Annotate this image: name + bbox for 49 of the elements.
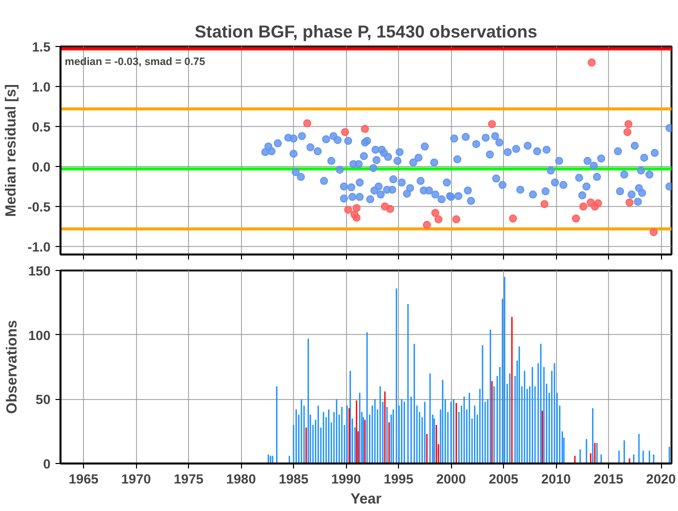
y-tick-label: 100 xyxy=(28,328,51,343)
annotation: median = -0.03, smad = 0.75 xyxy=(64,56,206,68)
point xyxy=(588,58,596,66)
point xyxy=(579,202,588,210)
point xyxy=(352,214,361,222)
point xyxy=(650,228,658,236)
y-tick-label: 1.5 xyxy=(32,40,52,54)
y-axis-title: Observations xyxy=(4,320,20,414)
x-tick-label: 2000 xyxy=(436,472,466,486)
point xyxy=(452,215,460,224)
y-tick-label: 0.5 xyxy=(32,120,52,134)
y-tick-label: 150 xyxy=(28,264,51,278)
y-tick-label: 50 xyxy=(36,392,51,408)
y-tick-label: 0.0 xyxy=(32,160,51,174)
point xyxy=(624,120,632,128)
x-tick-label: 2005 xyxy=(488,472,519,486)
point xyxy=(303,119,312,128)
x-tick-label: 2015 xyxy=(594,472,624,486)
point xyxy=(572,214,580,222)
point xyxy=(623,128,632,136)
point xyxy=(386,204,394,213)
point xyxy=(344,206,352,214)
y-tick-label: -1.0 xyxy=(28,240,50,254)
x-tick-label: 1995 xyxy=(384,472,414,486)
x-tick-label: 1970 xyxy=(121,472,151,486)
point xyxy=(540,200,548,208)
x-tick-label: 1980 xyxy=(226,472,256,486)
x-tick-label: 1975 xyxy=(174,472,204,486)
x-axis-title: Year xyxy=(350,492,382,508)
x-tick-label: 2020 xyxy=(646,472,676,486)
point xyxy=(431,208,440,217)
y-tick-label: 0 xyxy=(43,456,51,472)
point xyxy=(422,220,431,229)
x-tick-label: 1985 xyxy=(278,472,309,486)
point xyxy=(434,215,442,224)
point xyxy=(626,198,634,206)
y-axis-title: Median residual [s] xyxy=(4,84,20,217)
x-tick-label: 2010 xyxy=(541,472,571,486)
point xyxy=(360,124,369,133)
y-tick-label: 1.0 xyxy=(32,80,51,94)
point xyxy=(352,204,361,212)
y-tick-label: -0.5 xyxy=(28,200,52,214)
point xyxy=(590,202,599,210)
point xyxy=(508,214,517,222)
x-tick-label: 1990 xyxy=(331,472,361,486)
point xyxy=(341,128,350,136)
point xyxy=(488,120,496,128)
x-tick-label: 1965 xyxy=(68,472,100,486)
chart-title: Station BGF, phase P, 15430 observations xyxy=(194,22,538,42)
